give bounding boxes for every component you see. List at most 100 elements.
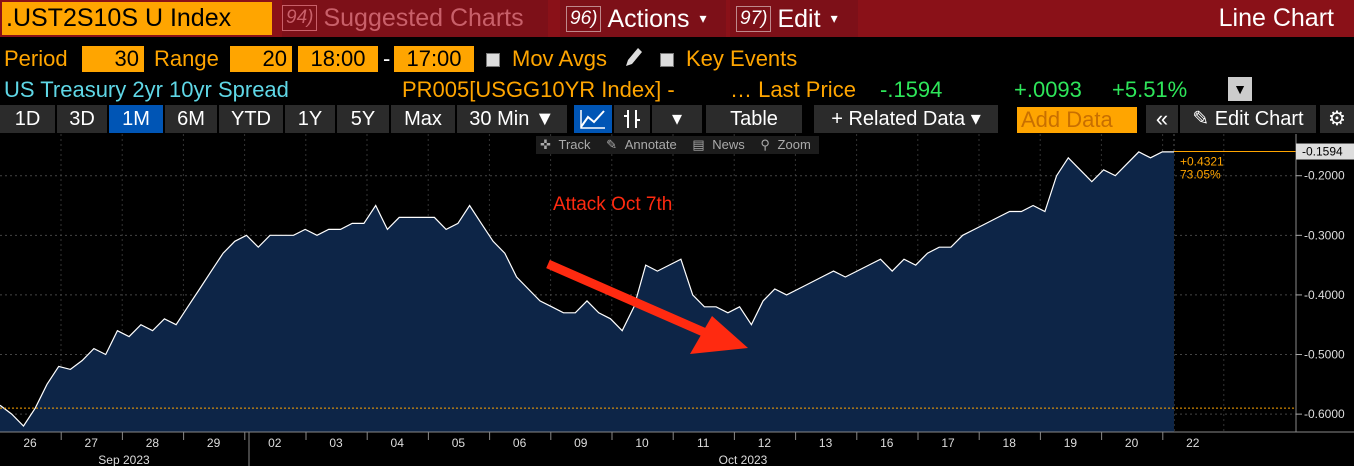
x-tick-label: 02 [268,436,282,450]
x-tick-label: 28 [146,436,160,450]
x-tick-label: 20 [1125,436,1139,450]
x-tick-label: 16 [880,436,894,450]
time-separator: - [383,46,391,71]
x-tick-label: 09 [574,436,588,450]
chevron-down-icon: ▾ [671,108,683,130]
news-label: News [712,137,745,152]
chart-tools: ✜ Track ✎ Annotate ▤ News ⚲ Zoom [536,136,819,154]
period-button-1d[interactable]: 1D [0,105,55,133]
x-tick-label: 29 [207,436,221,450]
data-source: PR005[USGG10YR Index] - [402,77,675,102]
table-button[interactable]: Table [706,105,802,133]
y-axis: -0.2000 -0.3000 -0.4000 -0.5000 -0.6000 -0.15… [1180,134,1354,432]
bar-chart-icon[interactable] [614,105,650,133]
edit-chart-button[interactable]: ✎ Edit Chart [1180,105,1316,133]
x-tick-label: 18 [1003,436,1017,450]
suggested-charts-label: Suggested Charts [323,4,524,32]
ticker-field[interactable]: .UST2S10S U Index [2,2,272,35]
y-tick-label: -0.2000 [1304,169,1345,183]
x-tick-label: 06 [513,436,527,450]
gear-icon[interactable]: ⚙ [1320,105,1354,133]
x-tick-label: 22 [1186,436,1200,450]
annotation-arrow-head [690,316,748,354]
month-label: Oct 2023 [719,453,768,466]
x-tick-label: 19 [1064,436,1078,450]
x-axis: 26 27 28 29 02 03 04 05 06 09 10 11 12 13 16 17 18 19 20 22… [0,431,1354,466]
key-events-checkbox[interactable] [660,53,674,67]
x-tick-label: 11 [697,436,710,450]
last-value-label: -0.1594 [1302,145,1343,159]
y-tick-label: -0.3000 [1304,228,1345,242]
period-button-5y[interactable]: 5Y [337,105,389,133]
chart-tool-news[interactable]: ▤ News [688,136,752,154]
y-tick-label: -0.4000 [1304,288,1345,302]
x-tick-label: 17 [941,436,955,450]
series-line [0,151,1174,427]
month-label: Sep 2023 [98,453,150,466]
x-tick-label: 27 [85,436,99,450]
x-tick-label: 26 [23,436,37,450]
pencil-icon[interactable] [622,44,644,78]
chevron-down-icon: ▾ [699,10,707,26]
chart-tool-annotate[interactable]: ✎ Annotate [602,136,685,154]
collapse-panel-icon[interactable]: « [1146,105,1178,133]
last-value-box [1296,143,1354,160]
period-button-1m[interactable]: 1M [109,105,163,133]
badge-percent: 73.05% [1180,168,1221,182]
period-input[interactable]: 30 [82,46,144,72]
related-data-button[interactable]: + Related Data ▾ [814,105,998,133]
period-button-3d[interactable]: 3D [57,105,107,133]
time-start-input[interactable]: 18:00 [298,46,378,72]
price-chart[interactable]: -0.2000 -0.3000 -0.4000 -0.5000 -0.6000 -0.15… [0,134,1354,466]
x-tick-label: 04 [391,436,405,450]
chart-style-dropdown[interactable]: ▾ [652,105,702,133]
chart-toolbar: 1D 3D 1M 6M YTD 1Y 5Y Max 30 Min ▼ ▾ Tab… [0,105,1354,133]
period-button-1y[interactable]: 1Y [285,105,335,133]
annotate-label: Annotate [624,137,677,152]
series-area [0,151,1174,432]
edit-number: 97) [736,6,772,32]
mov-avgs-checkbox[interactable] [486,53,500,67]
y-tick-label: -0.6000 [1304,407,1345,421]
last-price-value: -.1594 [880,77,943,102]
x-tick-label: 05 [452,436,466,450]
add-data-input[interactable]: Add Data [1017,107,1137,133]
actions-menu[interactable]: 96) Actions ▾ [560,0,726,37]
zoom-label: Zoom [777,137,811,152]
period-button-6m[interactable]: 6M [165,105,217,133]
chart-tool-zoom[interactable]: ⚲ Zoom [756,136,818,154]
line-chart-icon[interactable] [574,105,612,133]
y-tick-label: -0.5000 [1304,348,1345,362]
x-tick-label: 10 [635,436,649,450]
chart-type-title: Line Chart [1218,4,1334,32]
collapse-icon[interactable]: ▼ [1228,77,1252,101]
security-name: US Treasury 2yr 10yr Spread [4,77,289,102]
annotation-arrow-shaft [546,259,710,339]
annotation-text: Attack Oct 7th [553,194,672,215]
range-input[interactable]: 20 [230,46,292,72]
suggested-charts-menu[interactable]: 94) Suggested Charts [282,0,548,37]
last-price-label: … Last Price [730,77,856,102]
actions-number: 96) [566,6,602,32]
badge-change: +0.4321 [1180,155,1224,169]
x-tick-label: 12 [758,436,772,450]
actions-label: Actions [607,5,690,33]
edit-chart-label: Edit Chart [1214,108,1304,130]
interval-dropdown[interactable]: 30 Min ▼ [457,105,567,133]
controls-row: Period 30 Range 20 18:00 - 17:00 Mov Avg… [0,44,1354,74]
edit-label: Edit [777,5,821,33]
suggested-charts-number: 94) [282,5,318,31]
annotation: Attack Oct 7th [546,194,748,354]
period-button-ytd[interactable]: YTD [219,105,283,133]
x-tick-label: 13 [819,436,833,450]
period-label: Period [4,46,68,71]
chevron-down-icon: ▾ [830,10,838,26]
chart-tool-track[interactable]: ✜ Track [536,136,599,154]
edit-menu[interactable]: 97) Edit ▾ [730,0,858,37]
time-end-input[interactable]: 17:00 [394,46,474,72]
range-label: Range [154,46,219,71]
price-change-percent: +5.51% [1112,77,1188,102]
price-change: +.0093 [1014,77,1082,102]
mov-avgs-label: Mov Avgs [512,46,607,71]
period-button-max[interactable]: Max [391,105,455,133]
